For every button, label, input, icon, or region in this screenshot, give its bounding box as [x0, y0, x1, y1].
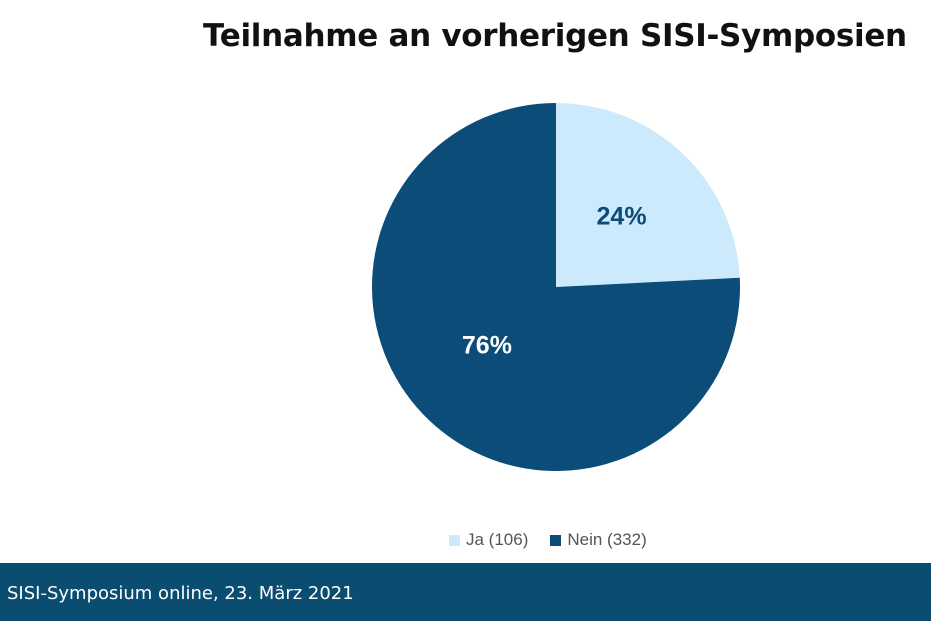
chart-legend: Ja (106) Nein (332): [449, 530, 647, 550]
pie-label-ja: 24%: [597, 202, 647, 230]
footer-text: SISI-Symposium online, 23. März 2021: [7, 583, 354, 604]
legend-label-nein: Nein (332): [567, 530, 647, 549]
chart-title: Teilnahme an vorherigen SISI-Symposien: [203, 18, 907, 54]
legend-swatch-nein: [550, 534, 562, 546]
pie-label-nein: 76%: [462, 332, 512, 360]
pie-slice-nein: [372, 103, 740, 472]
legend-swatch-ja: [449, 534, 460, 546]
pie-slice-ja: [556, 103, 740, 287]
legend-label-ja: Ja (106): [466, 530, 529, 549]
legend-item-ja: Ja (106): [449, 530, 528, 550]
legend-item-nein: Nein (332): [550, 530, 647, 550]
footer-bar: SISI-Symposium online, 23. März 2021: [0, 563, 931, 621]
